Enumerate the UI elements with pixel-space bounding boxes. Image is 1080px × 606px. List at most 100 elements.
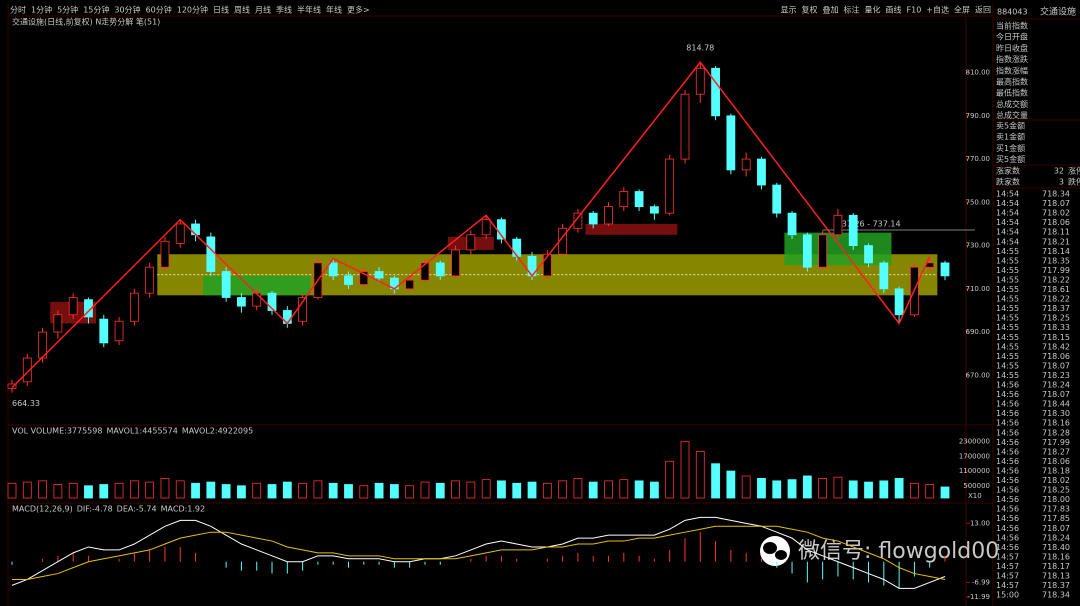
- tool-button[interactable]: 全屏: [954, 5, 970, 15]
- volume-bar: [772, 480, 782, 499]
- tick-price: 718.23: [1042, 371, 1070, 380]
- tick-price: 718.40: [1042, 543, 1070, 552]
- tick-time: 14:56: [996, 428, 1019, 437]
- volume-bar: [558, 480, 568, 499]
- candle-body: [802, 234, 812, 268]
- period-tab[interactable]: 5分钟: [57, 5, 78, 15]
- period-tab[interactable]: 15分钟: [83, 5, 109, 15]
- candle-body: [374, 271, 384, 279]
- candle-body: [665, 158, 675, 214]
- tool-button[interactable]: +自选: [926, 5, 949, 15]
- y-tick-label: 690.00: [966, 328, 991, 336]
- tick-price: 718.16: [1042, 552, 1070, 561]
- tick-time: 14:56: [996, 476, 1019, 485]
- tool-button[interactable]: 显示: [781, 6, 797, 15]
- level-label: 737.26 - 737.14: [837, 220, 901, 229]
- tick-price: 718.11: [1042, 228, 1070, 237]
- volume-bar: [99, 484, 109, 499]
- volume-bar: [114, 482, 124, 499]
- tick-time: 14:56: [996, 447, 1019, 456]
- tick-time: 14:55: [996, 247, 1019, 256]
- tool-button[interactable]: 标注: [844, 5, 860, 15]
- candle-body: [160, 240, 170, 268]
- breadth-limit: 跌停: [1068, 177, 1080, 187]
- period-tab[interactable]: 分时: [10, 5, 26, 15]
- field-label: 最低指数: [996, 88, 1028, 98]
- tool-button[interactable]: 返回: [975, 6, 991, 15]
- period-tab[interactable]: 120分钟: [177, 5, 208, 15]
- candle-body: [619, 191, 629, 208]
- tick-time: 14:55: [996, 352, 1019, 361]
- candle-body: [99, 318, 109, 344]
- volume-bar: [864, 481, 873, 499]
- volume-header: MAVOL1:4455574: [106, 427, 177, 436]
- candle-body: [451, 249, 460, 277]
- candle-body: [864, 245, 873, 264]
- candle-body: [588, 212, 598, 225]
- watermark-icon: [775, 550, 787, 560]
- order-label: 卖1金额: [996, 132, 1025, 142]
- period-tab[interactable]: 年线: [326, 5, 342, 15]
- tick-time: 14:54: [996, 190, 1019, 199]
- tick-price: 718.13: [1042, 572, 1070, 581]
- volume-bar: [481, 479, 491, 499]
- watermark: 微信号: flowgold00: [760, 536, 999, 566]
- candle-body: [175, 223, 185, 244]
- tick-time: 14:55: [996, 275, 1019, 284]
- tick-time: 14:56: [996, 381, 1019, 390]
- volume-bar: [787, 479, 797, 499]
- candle-body: [649, 206, 659, 214]
- tick-time: 14:57: [996, 572, 1019, 581]
- period-tab[interactable]: 月线: [255, 5, 271, 15]
- tick-price: 718.34: [1042, 190, 1070, 199]
- breadth-count: 32: [1054, 167, 1064, 176]
- period-tab[interactable]: 季线: [276, 5, 292, 15]
- tool-button[interactable]: 画线: [886, 5, 902, 15]
- tool-button[interactable]: 量化: [865, 5, 881, 15]
- tick-price: 718.28: [1042, 428, 1070, 437]
- volume-bar: [129, 480, 139, 499]
- volume-bar: [802, 475, 812, 499]
- field-label: 总成交量: [996, 110, 1028, 120]
- y-tick-label: -6.99: [972, 578, 990, 586]
- period-tab[interactable]: 60分钟: [146, 5, 172, 15]
- tool-button[interactable]: F10: [907, 6, 922, 15]
- tick-time: 14:56: [996, 390, 1019, 399]
- volume-bar: [588, 481, 598, 499]
- y-tick-label: 790.00: [966, 112, 991, 120]
- volume-bar: [695, 451, 705, 499]
- volume-bar: [925, 484, 935, 499]
- volume-bar: [741, 475, 751, 499]
- candle-body: [129, 292, 139, 322]
- tick-time: 14:55: [996, 323, 1019, 332]
- volume-bar: [252, 482, 262, 499]
- period-tab[interactable]: 30分钟: [114, 5, 140, 15]
- period-tab[interactable]: 1分钟: [31, 5, 52, 15]
- tool-button[interactable]: 复权: [802, 5, 818, 15]
- tool-button[interactable]: 叠加: [823, 5, 839, 15]
- candle-body: [818, 234, 828, 268]
- y-tick-label: 710.00: [966, 285, 991, 293]
- tick-time: 14:55: [996, 285, 1019, 294]
- volume-bar: [649, 481, 659, 499]
- tick-time: 14:56: [996, 495, 1019, 504]
- volume-header: MAVOL2:4922095: [182, 427, 253, 436]
- tick-time: 14:55: [996, 256, 1019, 265]
- y-tick-label: 750.00: [966, 198, 991, 206]
- period-tab[interactable]: 周线: [234, 5, 250, 15]
- volume-bar: [145, 481, 155, 499]
- candle-body: [405, 279, 415, 290]
- period-tab[interactable]: 日线: [213, 5, 229, 15]
- period-tab[interactable]: 半年线: [297, 5, 321, 15]
- tick-price: 718.16: [1042, 419, 1070, 428]
- tick-price: 718.25: [1042, 314, 1070, 323]
- tick-price: 718.33: [1042, 323, 1070, 332]
- field-label: 当前指数: [996, 21, 1028, 31]
- volume-bar: [894, 478, 904, 499]
- volume-bar: [7, 482, 17, 499]
- period-tab[interactable]: 更多>: [347, 5, 370, 15]
- volume-bar: [940, 486, 950, 499]
- candle-body: [221, 271, 231, 298]
- order-label: 卖5金额: [996, 121, 1025, 131]
